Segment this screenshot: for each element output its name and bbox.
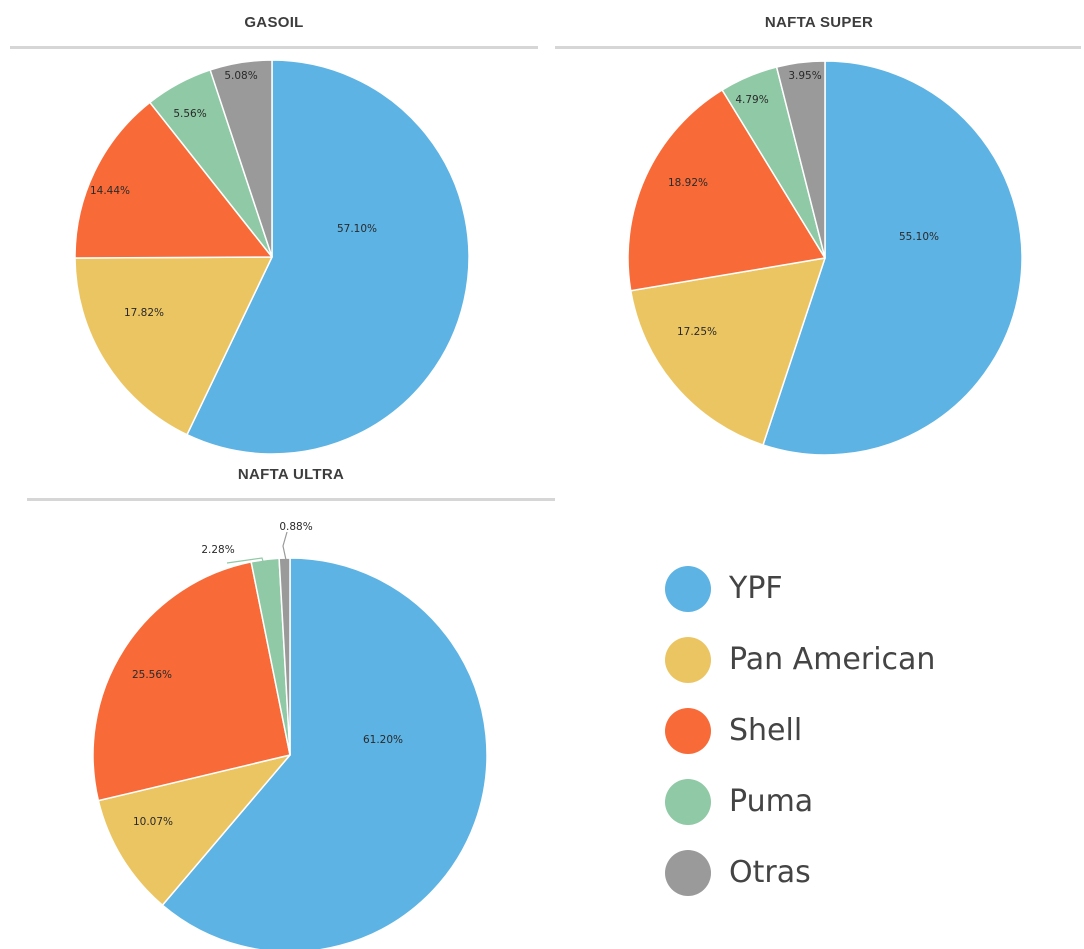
slice-label-otras: 0.88%: [279, 521, 312, 533]
legend-swatch-shell: [665, 707, 711, 754]
pie-slice-ypf: [186, 59, 470, 455]
slice-label-ypf: 61.20%: [363, 734, 403, 746]
pie-slice-otras: [775, 60, 826, 259]
legend-label-pan-american: Pan American: [729, 642, 936, 677]
pie-slice-shell: [627, 89, 826, 292]
slice-label-puma: 4.79%: [735, 94, 768, 106]
legend-swatch-pan-american: [665, 636, 711, 683]
legend: YPF Pan American Shell Puma Otras: [665, 553, 935, 908]
pie-slice-ypf: [161, 557, 488, 949]
slice-label-otras: 3.95%: [788, 70, 821, 82]
title-divider-nafta-ultra: [27, 498, 555, 501]
legend-item-shell: Shell: [665, 695, 935, 766]
pie-slice-pan-american: [74, 256, 273, 436]
legend-item-puma: Puma: [665, 766, 935, 837]
legend-label-otras: Otras: [729, 855, 811, 890]
label-leader-puma: [226, 557, 266, 569]
pie-slice-pan-american: [97, 754, 291, 906]
slice-label-pan-american: 17.25%: [677, 326, 717, 338]
legend-item-ypf: YPF: [665, 553, 935, 624]
slice-label-ypf: 57.10%: [337, 223, 377, 235]
pie-slice-shell: [74, 101, 273, 259]
slice-label-shell: 14.44%: [90, 185, 130, 197]
pie-slice-otras: [278, 557, 291, 756]
slice-label-shell: 25.56%: [132, 669, 172, 681]
chart-title-nafta-super: NAFTA SUPER: [764, 14, 874, 31]
slice-label-puma: 2.28%: [201, 544, 234, 556]
pie-slice-otras: [209, 59, 273, 258]
legend-label-ypf: YPF: [729, 571, 783, 606]
legend-item-pan-american: Pan American: [665, 624, 935, 695]
legend-swatch-otras: [665, 849, 711, 896]
slice-label-otras: 5.08%: [224, 70, 257, 82]
slice-label-ypf: 55.10%: [899, 231, 939, 243]
chart-title-gasoil: GASOIL: [244, 14, 304, 31]
pie-slice-shell: [92, 561, 291, 802]
legend-swatch-ypf: [665, 565, 711, 612]
legend-swatch-puma: [665, 778, 711, 825]
title-divider-nafta-super: [555, 46, 1081, 49]
legend-label-puma: Puma: [729, 784, 814, 819]
slice-label-shell: 18.92%: [668, 177, 708, 189]
slice-label-puma: 5.56%: [173, 108, 206, 120]
pie-slice-pan-american: [629, 257, 826, 446]
legend-item-otras: Otras: [665, 837, 935, 908]
label-leader-otras: [282, 531, 288, 561]
pie-slice-ypf: [762, 60, 1023, 456]
chart-title-nafta-ultra: NAFTA ULTRA: [237, 466, 345, 483]
title-divider-gasoil: [10, 46, 538, 49]
slice-label-pan-american: 17.82%: [124, 307, 164, 319]
slice-label-pan-american: 10.07%: [133, 816, 173, 828]
legend-label-shell: Shell: [729, 713, 803, 748]
